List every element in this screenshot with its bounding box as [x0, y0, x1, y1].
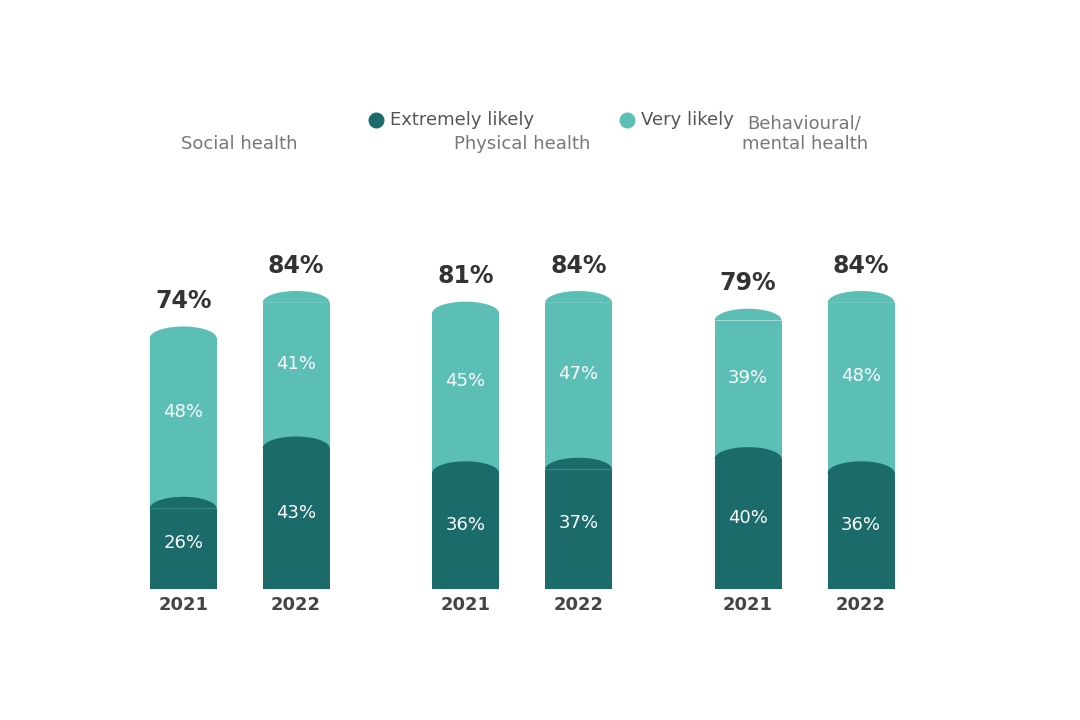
Polygon shape [262, 436, 329, 449]
Polygon shape [432, 302, 499, 313]
Text: 48%: 48% [163, 402, 203, 420]
Bar [545, 303, 612, 589]
Polygon shape [150, 497, 217, 508]
Text: Physical health: Physical health [454, 135, 591, 153]
Text: 79%: 79% [719, 271, 777, 295]
Bar [827, 303, 894, 589]
Polygon shape [262, 291, 329, 303]
Point [367, 114, 384, 125]
Bar [715, 459, 782, 589]
Text: 26%: 26% [163, 534, 203, 552]
Text: 84%: 84% [551, 253, 607, 278]
Text: 2022: 2022 [836, 596, 886, 614]
Text: 36%: 36% [446, 516, 486, 534]
Bar [827, 473, 894, 589]
Bar [150, 338, 217, 589]
Text: 84%: 84% [833, 253, 889, 278]
Text: 41%: 41% [276, 355, 316, 373]
Text: Extremely likely: Extremely likely [390, 111, 535, 129]
Text: 36%: 36% [841, 516, 881, 534]
Text: 2021: 2021 [158, 596, 208, 614]
Text: 74%: 74% [154, 289, 212, 313]
Polygon shape [545, 291, 612, 303]
Text: 40%: 40% [728, 509, 768, 527]
Text: 48%: 48% [841, 367, 881, 385]
Bar [262, 449, 329, 589]
Polygon shape [827, 291, 894, 303]
Bar [715, 320, 782, 589]
Text: 43%: 43% [276, 504, 316, 522]
Polygon shape [827, 462, 894, 473]
Text: 45%: 45% [446, 372, 486, 390]
Bar [150, 508, 217, 589]
Text: 84%: 84% [268, 253, 324, 278]
Polygon shape [545, 458, 612, 469]
Text: 39%: 39% [728, 369, 768, 387]
Text: 37%: 37% [558, 514, 598, 532]
Text: Very likely: Very likely [642, 111, 734, 129]
Text: 2022: 2022 [271, 596, 321, 614]
Text: 47%: 47% [558, 365, 598, 383]
Polygon shape [150, 326, 217, 338]
Polygon shape [432, 462, 499, 473]
Bar [262, 303, 329, 589]
Bar [545, 469, 612, 589]
Bar [432, 313, 499, 589]
Polygon shape [715, 447, 782, 459]
Text: Behavioural/
mental health: Behavioural/ mental health [742, 114, 867, 153]
Polygon shape [715, 309, 782, 320]
Text: Social health: Social health [181, 135, 298, 153]
Text: 81%: 81% [437, 264, 494, 288]
Text: 2021: 2021 [441, 596, 490, 614]
Bar [432, 473, 499, 589]
Text: 2022: 2022 [554, 596, 604, 614]
Point [618, 114, 635, 125]
Text: 2021: 2021 [724, 596, 773, 614]
